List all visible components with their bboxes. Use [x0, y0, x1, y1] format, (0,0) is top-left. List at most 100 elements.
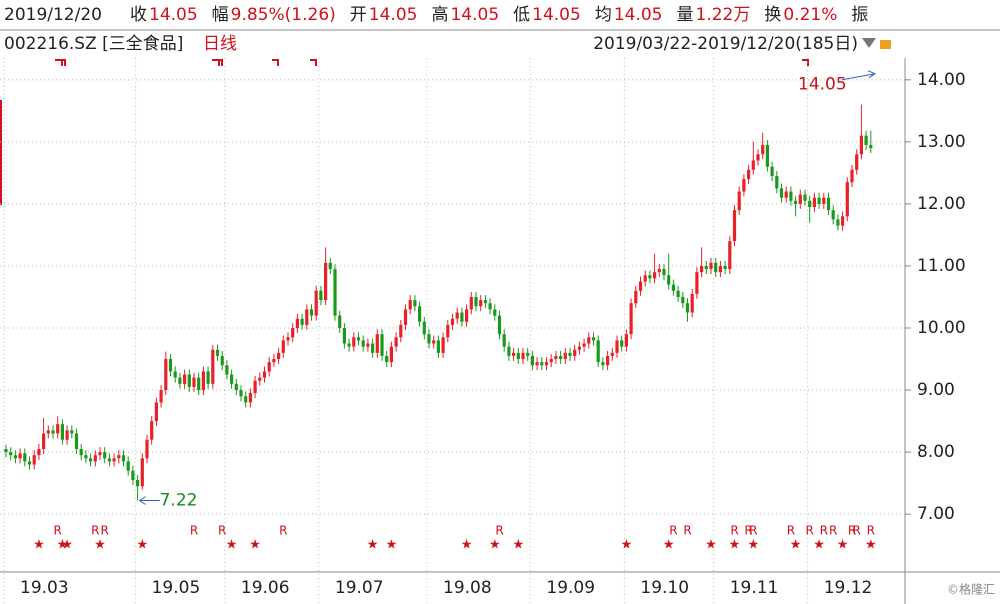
candle [197, 372, 201, 396]
candle-body [596, 340, 600, 363]
event-r: R [848, 524, 856, 538]
dropdown-icon[interactable] [862, 38, 876, 48]
candle-body [150, 421, 154, 440]
low-arrow [138, 496, 160, 505]
candle [74, 428, 79, 454]
candle-body [380, 334, 384, 356]
candle-body [314, 290, 318, 316]
header-items: 收 14.05 幅 9.85%(1.26) 开 14.05 高 14.05 低 14.05 均 14.… [130, 5, 868, 25]
candle [573, 344, 577, 361]
candle-body [516, 352, 520, 360]
x-tick-label: 19.05 [152, 578, 201, 598]
candle [643, 270, 647, 287]
candle-body [51, 430, 55, 434]
candle [747, 164, 751, 185]
candle-body [709, 262, 713, 270]
candle [65, 425, 69, 445]
candle [32, 450, 36, 470]
candle-body [864, 135, 868, 145]
candle [56, 416, 60, 439]
candle-body [714, 262, 718, 273]
candle-body [822, 197, 826, 204]
header-key: 换 [764, 5, 781, 25]
candle-body [361, 340, 365, 347]
candle-body [356, 337, 361, 341]
candle-body [126, 461, 130, 471]
candle [836, 214, 840, 231]
candle-body [187, 374, 191, 387]
candle [638, 276, 643, 296]
candle [258, 372, 262, 386]
candle-body [502, 334, 506, 347]
candle [267, 357, 271, 377]
candle-body [192, 377, 196, 387]
candle [756, 149, 760, 166]
lock-icon[interactable] [880, 40, 891, 49]
candle-body [808, 200, 812, 208]
candle-body [89, 458, 93, 462]
candle [220, 350, 224, 371]
candle-body [9, 452, 13, 456]
event-r: R [806, 524, 814, 538]
candle [380, 329, 384, 361]
candle [709, 257, 713, 275]
x-tick-label: 19.11 [730, 578, 779, 598]
candle [441, 332, 445, 358]
candle [601, 357, 605, 371]
candle-body [544, 362, 549, 366]
candle [244, 391, 248, 408]
header-key: 均 [595, 5, 612, 25]
candle [770, 161, 774, 181]
candle-body [173, 371, 177, 378]
candle-body [591, 337, 596, 341]
candle-body [32, 455, 36, 465]
candle [389, 341, 393, 368]
candle-body [841, 216, 845, 226]
candle [624, 329, 628, 352]
candle-body [568, 352, 572, 356]
candle [685, 298, 690, 322]
candle [723, 261, 727, 275]
candle [291, 323, 295, 343]
candle-body [446, 324, 450, 338]
candle [465, 304, 469, 327]
candle-body [201, 371, 205, 391]
candle-body [497, 315, 502, 335]
candle [394, 332, 398, 352]
candle [521, 347, 525, 364]
candle [253, 375, 257, 399]
candle [436, 335, 440, 358]
candle-body [140, 458, 144, 487]
candle-body [385, 355, 389, 363]
candle [150, 416, 154, 445]
event-star: ★ [94, 538, 106, 553]
candle-body [695, 272, 699, 294]
header-key: 幅 [212, 5, 229, 25]
candle [107, 453, 111, 467]
y-tick-label: 14.00 [917, 70, 966, 90]
event-r: R [749, 524, 757, 538]
candle [347, 338, 351, 352]
event-star: ★ [663, 538, 675, 553]
candle [399, 319, 403, 343]
event-r: R [101, 524, 109, 538]
candle-body [587, 337, 591, 344]
candle-body [624, 334, 628, 347]
candle [728, 236, 732, 275]
candle [262, 366, 267, 383]
candle-body [554, 355, 558, 360]
candle [211, 344, 215, 389]
candle [559, 350, 563, 364]
candle-body [18, 453, 22, 459]
event-star: ★ [136, 538, 148, 553]
candle-body [427, 334, 431, 344]
candle-body [460, 312, 464, 322]
candle-body [121, 455, 126, 462]
candle-body [789, 191, 793, 201]
candle-body [164, 359, 168, 391]
candle-body [831, 210, 835, 220]
y-tick-label: 9.00 [917, 380, 955, 400]
candle-body [507, 346, 511, 356]
candle-body [765, 144, 769, 167]
